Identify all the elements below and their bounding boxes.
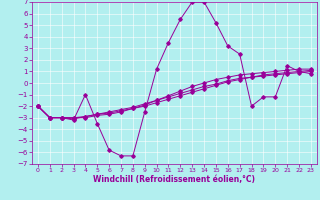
X-axis label: Windchill (Refroidissement éolien,°C): Windchill (Refroidissement éolien,°C) <box>93 175 255 184</box>
